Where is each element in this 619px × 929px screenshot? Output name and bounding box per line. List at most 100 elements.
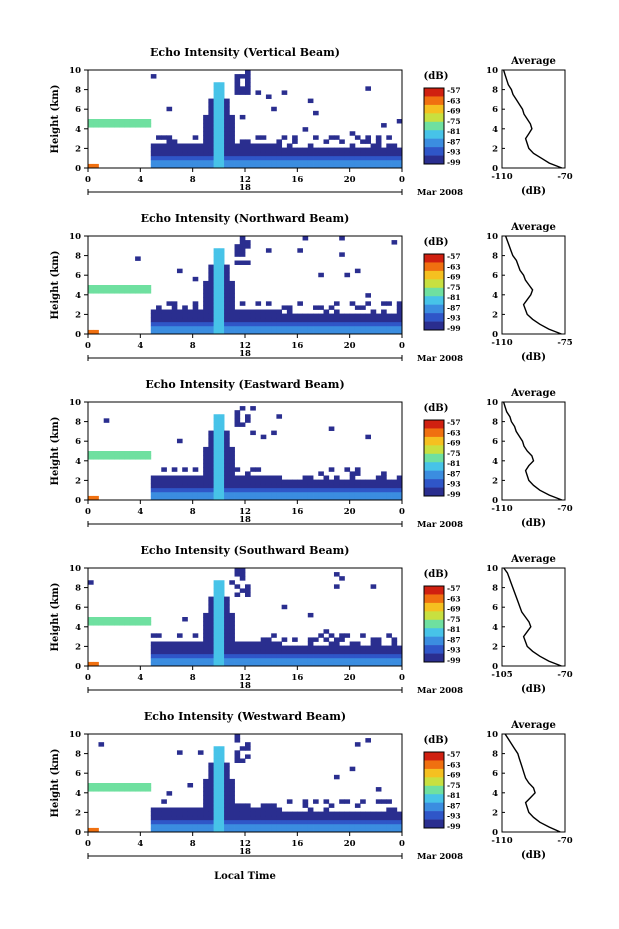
heatmap-cell bbox=[161, 815, 167, 821]
day-label: 18 bbox=[239, 681, 251, 691]
heatmap-cell bbox=[218, 252, 225, 257]
heatmap-cell bbox=[349, 155, 356, 161]
heatmap-cell bbox=[176, 495, 183, 501]
heatmap-cell bbox=[203, 495, 209, 501]
heatmap-cell bbox=[339, 483, 345, 489]
heatmap-cell bbox=[234, 815, 241, 821]
heatmap-cell bbox=[313, 649, 319, 655]
average-y-label: 6 bbox=[492, 271, 498, 281]
colorbar-swatch bbox=[424, 445, 444, 455]
heatmap-cell bbox=[161, 475, 167, 480]
heatmap-cell bbox=[302, 151, 309, 157]
heatmap-cell bbox=[166, 309, 173, 314]
heatmap-cell bbox=[313, 645, 319, 651]
heatmap-cell bbox=[218, 491, 225, 497]
heatmap-cell bbox=[119, 451, 126, 456]
heatmap-cell bbox=[318, 815, 324, 821]
heatmap-cell bbox=[171, 163, 178, 169]
heatmap-cell bbox=[203, 823, 209, 829]
heatmap-cell bbox=[239, 252, 246, 257]
heatmap-cell bbox=[250, 653, 256, 659]
heatmap-cell bbox=[218, 135, 225, 140]
heatmap-cell bbox=[260, 637, 267, 642]
heatmap-cell bbox=[218, 438, 225, 444]
heatmap-cell bbox=[135, 455, 141, 460]
heatmap-cell bbox=[239, 143, 246, 148]
heatmap-cell bbox=[234, 78, 241, 83]
y-tick-label: 2 bbox=[75, 642, 81, 652]
heatmap-cell bbox=[213, 272, 220, 278]
heatmap-cell bbox=[323, 491, 330, 497]
heatmap-cell bbox=[276, 329, 283, 335]
heatmap-cell bbox=[218, 608, 225, 614]
y-tick-label: 0 bbox=[75, 496, 81, 506]
heatmap-cell bbox=[333, 649, 340, 655]
heatmap-cell bbox=[381, 155, 387, 161]
heatmap-cell bbox=[213, 430, 220, 436]
heatmap-cell bbox=[354, 479, 361, 485]
heatmap-cell bbox=[218, 418, 225, 423]
heatmap-cell bbox=[140, 119, 146, 124]
heatmap-cell bbox=[375, 317, 382, 323]
heatmap-cell bbox=[150, 815, 157, 821]
heatmap-cell bbox=[234, 645, 241, 651]
y-tick-label: 0 bbox=[75, 828, 81, 838]
heatmap-cell bbox=[161, 823, 167, 829]
heatmap-cell bbox=[197, 147, 204, 153]
heatmap-cell bbox=[176, 819, 183, 825]
heatmap-cell bbox=[318, 649, 324, 655]
heatmap-cell bbox=[297, 827, 303, 833]
heatmap-cell bbox=[250, 430, 256, 436]
heatmap-cell bbox=[234, 823, 241, 829]
heatmap-cell bbox=[318, 159, 324, 165]
heatmap-cell bbox=[224, 321, 230, 327]
heatmap-cell bbox=[250, 641, 256, 646]
heatmap-cell bbox=[224, 301, 230, 306]
heatmap-cell bbox=[271, 329, 277, 335]
heatmap-cell bbox=[271, 491, 277, 497]
heatmap-cell bbox=[218, 422, 225, 427]
heatmap-cell bbox=[156, 641, 162, 646]
heatmap-cell bbox=[218, 455, 225, 460]
heatmap-cell bbox=[313, 147, 319, 153]
heatmap-cell bbox=[218, 807, 225, 812]
heatmap-cell bbox=[354, 313, 361, 319]
heatmap-cell bbox=[203, 791, 209, 796]
heatmap-cell bbox=[145, 455, 152, 460]
heatmap-cell bbox=[271, 819, 277, 825]
heatmap-cell bbox=[360, 823, 366, 829]
heatmap-cell bbox=[203, 446, 209, 452]
heatmap-cell bbox=[360, 483, 366, 489]
heatmap-cell bbox=[239, 746, 246, 751]
heatmap-cell bbox=[93, 285, 99, 290]
heatmap-cell bbox=[386, 155, 392, 161]
average-y-label: 6 bbox=[492, 769, 498, 779]
heatmap-cell bbox=[197, 159, 204, 165]
x-tick-label: 20 bbox=[344, 341, 356, 351]
heatmap-cell bbox=[391, 491, 398, 497]
day-label: 18 bbox=[239, 183, 251, 193]
heatmap-cell bbox=[234, 827, 241, 833]
heatmap-cell bbox=[98, 285, 105, 290]
heatmap-cell bbox=[150, 479, 157, 485]
heatmap-cell bbox=[203, 657, 209, 663]
heatmap-cell bbox=[187, 329, 194, 335]
heatmap-cell bbox=[145, 285, 152, 290]
heatmap-cell bbox=[297, 823, 303, 829]
heatmap-cell bbox=[213, 86, 220, 91]
heatmap-cell bbox=[328, 483, 335, 489]
heatmap-cell bbox=[161, 653, 167, 659]
heatmap-cell bbox=[218, 329, 225, 335]
heatmap-cell bbox=[333, 147, 340, 153]
heatmap-cell bbox=[255, 163, 262, 169]
heatmap-cell bbox=[349, 321, 356, 327]
heatmap-cell bbox=[349, 151, 356, 157]
heatmap-cell bbox=[328, 811, 335, 817]
heatmap-cell bbox=[203, 483, 209, 489]
y-tick-label: 10 bbox=[69, 730, 81, 740]
heatmap-cell bbox=[281, 487, 288, 493]
heatmap-cell bbox=[166, 163, 173, 169]
heatmap-cell bbox=[135, 123, 141, 128]
heatmap-cell bbox=[365, 645, 371, 651]
heatmap-cell bbox=[114, 451, 120, 456]
